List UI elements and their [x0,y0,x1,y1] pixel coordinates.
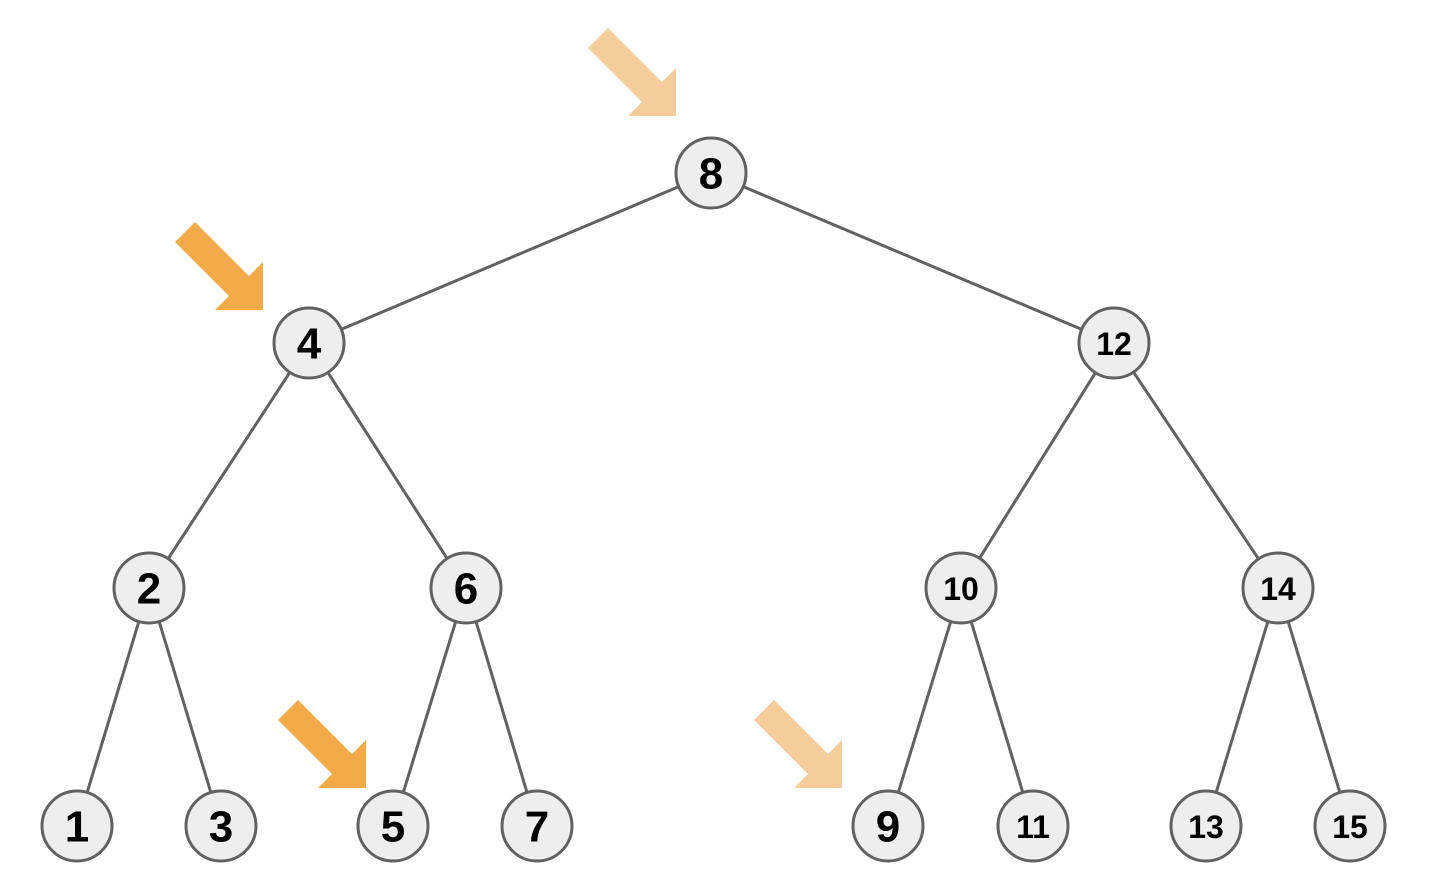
node-14: 14 [1241,551,1315,625]
node-7: 7 [500,789,574,863]
node-4: 4 [272,306,346,380]
node-circle-14 [1241,551,1315,625]
node-label-6: 6 [454,565,478,614]
node-circle-7 [500,789,574,863]
edge-2-3 [157,621,213,793]
node-label-4: 4 [297,320,322,369]
node-label-12: 12 [1096,326,1132,362]
arrow-to-node-4 [175,222,263,310]
node-12: 12 [1077,306,1151,380]
edges-layer [85,185,1342,793]
node-circle-15 [1313,789,1387,863]
node-circle-5 [356,789,430,863]
node-circle-3 [184,789,258,863]
node-circle-4 [272,306,346,380]
node-10: 10 [924,551,998,625]
node-circle-10 [924,551,998,625]
node-label-11: 11 [1016,809,1050,845]
edge-14-15 [1286,621,1342,793]
edge-10-11 [969,621,1025,793]
node-label-5: 5 [381,803,405,852]
node-circle-12 [1077,306,1151,380]
node-label-10: 10 [943,571,979,607]
edge-6-5 [401,621,458,793]
node-3: 3 [184,789,258,863]
node-11: 11 [996,789,1070,863]
node-circle-9 [851,789,925,863]
edge-6-7 [474,621,529,793]
node-circle-2 [112,551,186,625]
node-2: 2 [112,551,186,625]
arrows-layer [175,28,842,788]
node-circle-1 [40,789,114,863]
node-9: 9 [851,789,925,863]
node-label-14: 14 [1260,571,1296,607]
node-label-3: 3 [209,803,233,852]
node-label-13: 13 [1188,809,1224,845]
node-label-7: 7 [525,803,549,852]
edge-14-13 [1214,621,1270,793]
node-1: 1 [40,789,114,863]
node-15: 15 [1313,789,1387,863]
edge-4-2 [166,371,292,560]
node-label-1: 1 [65,803,89,852]
node-5: 5 [356,789,430,863]
edge-12-14 [1132,371,1260,560]
node-circle-8 [674,136,748,210]
node-label-2: 2 [137,565,161,614]
node-label-9: 9 [876,803,900,852]
node-circle-11 [996,789,1070,863]
edge-8-4 [340,185,680,331]
edge-10-9 [896,621,953,793]
arrow-to-node-8 [588,28,676,116]
edge-4-6 [326,371,449,560]
nodes-layer: 84 122 6 10 141 3 5 7 9 11 13 15 [40,136,1387,863]
node-circle-6 [429,551,503,625]
edge-2-1 [85,621,141,793]
node-6: 6 [429,551,503,625]
node-label-15: 15 [1332,809,1368,845]
node-13: 13 [1169,789,1243,863]
arrow-to-node-9 [754,700,842,788]
node-circle-13 [1169,789,1243,863]
edge-8-12 [742,185,1083,331]
node-8: 8 [674,136,748,210]
arrow-to-node-5 [278,700,366,788]
node-label-8: 8 [699,150,723,199]
edge-12-10 [978,371,1097,560]
